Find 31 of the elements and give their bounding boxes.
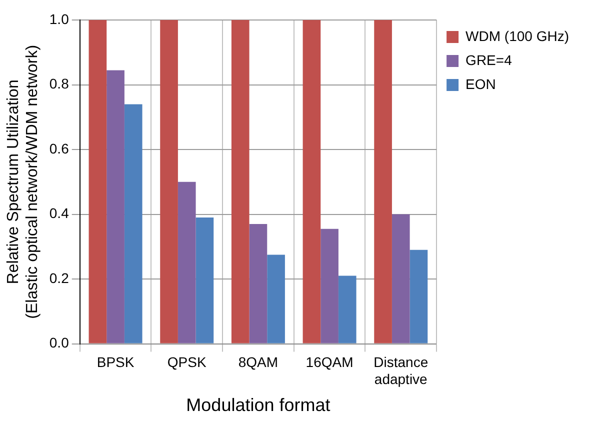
bar	[178, 182, 196, 344]
y-tick-label: 1.0	[49, 10, 70, 27]
bar	[160, 20, 178, 344]
y-tick-label: 0.0	[49, 334, 70, 351]
bar	[124, 104, 142, 344]
x-tick-label: 8QAM	[238, 354, 278, 370]
bar	[249, 224, 268, 344]
bar	[106, 70, 124, 344]
bar	[196, 218, 214, 344]
x-tick-label: BPSK	[96, 354, 135, 370]
bar	[267, 254, 285, 344]
legend-label: GRE=4	[466, 52, 512, 68]
bar	[302, 20, 321, 344]
bar	[88, 20, 107, 344]
bar	[410, 250, 428, 344]
x-tick-label: 16QAM	[306, 354, 354, 370]
bar	[374, 20, 392, 344]
x-tick-label: Distance adaptive	[374, 354, 428, 387]
y-axis-title: Relative Spectrum Utilization (Elastic optical network/WDM network)	[5, 44, 42, 319]
y-tick-label: 0.6	[49, 140, 70, 156]
bar	[392, 214, 410, 344]
y-tick-label: 0.4	[49, 205, 70, 222]
legend-label: WDM (100 GHz)	[466, 28, 570, 44]
y-tick-label: 0.2	[49, 270, 70, 286]
bar	[338, 276, 356, 344]
x-axis-title: Modulation format	[186, 395, 330, 416]
y-tick-label: 0.8	[49, 76, 70, 92]
x-tick-label: QPSK	[167, 354, 207, 370]
bar	[231, 20, 250, 344]
legend-label: EON	[466, 76, 496, 92]
bar	[320, 228, 338, 344]
